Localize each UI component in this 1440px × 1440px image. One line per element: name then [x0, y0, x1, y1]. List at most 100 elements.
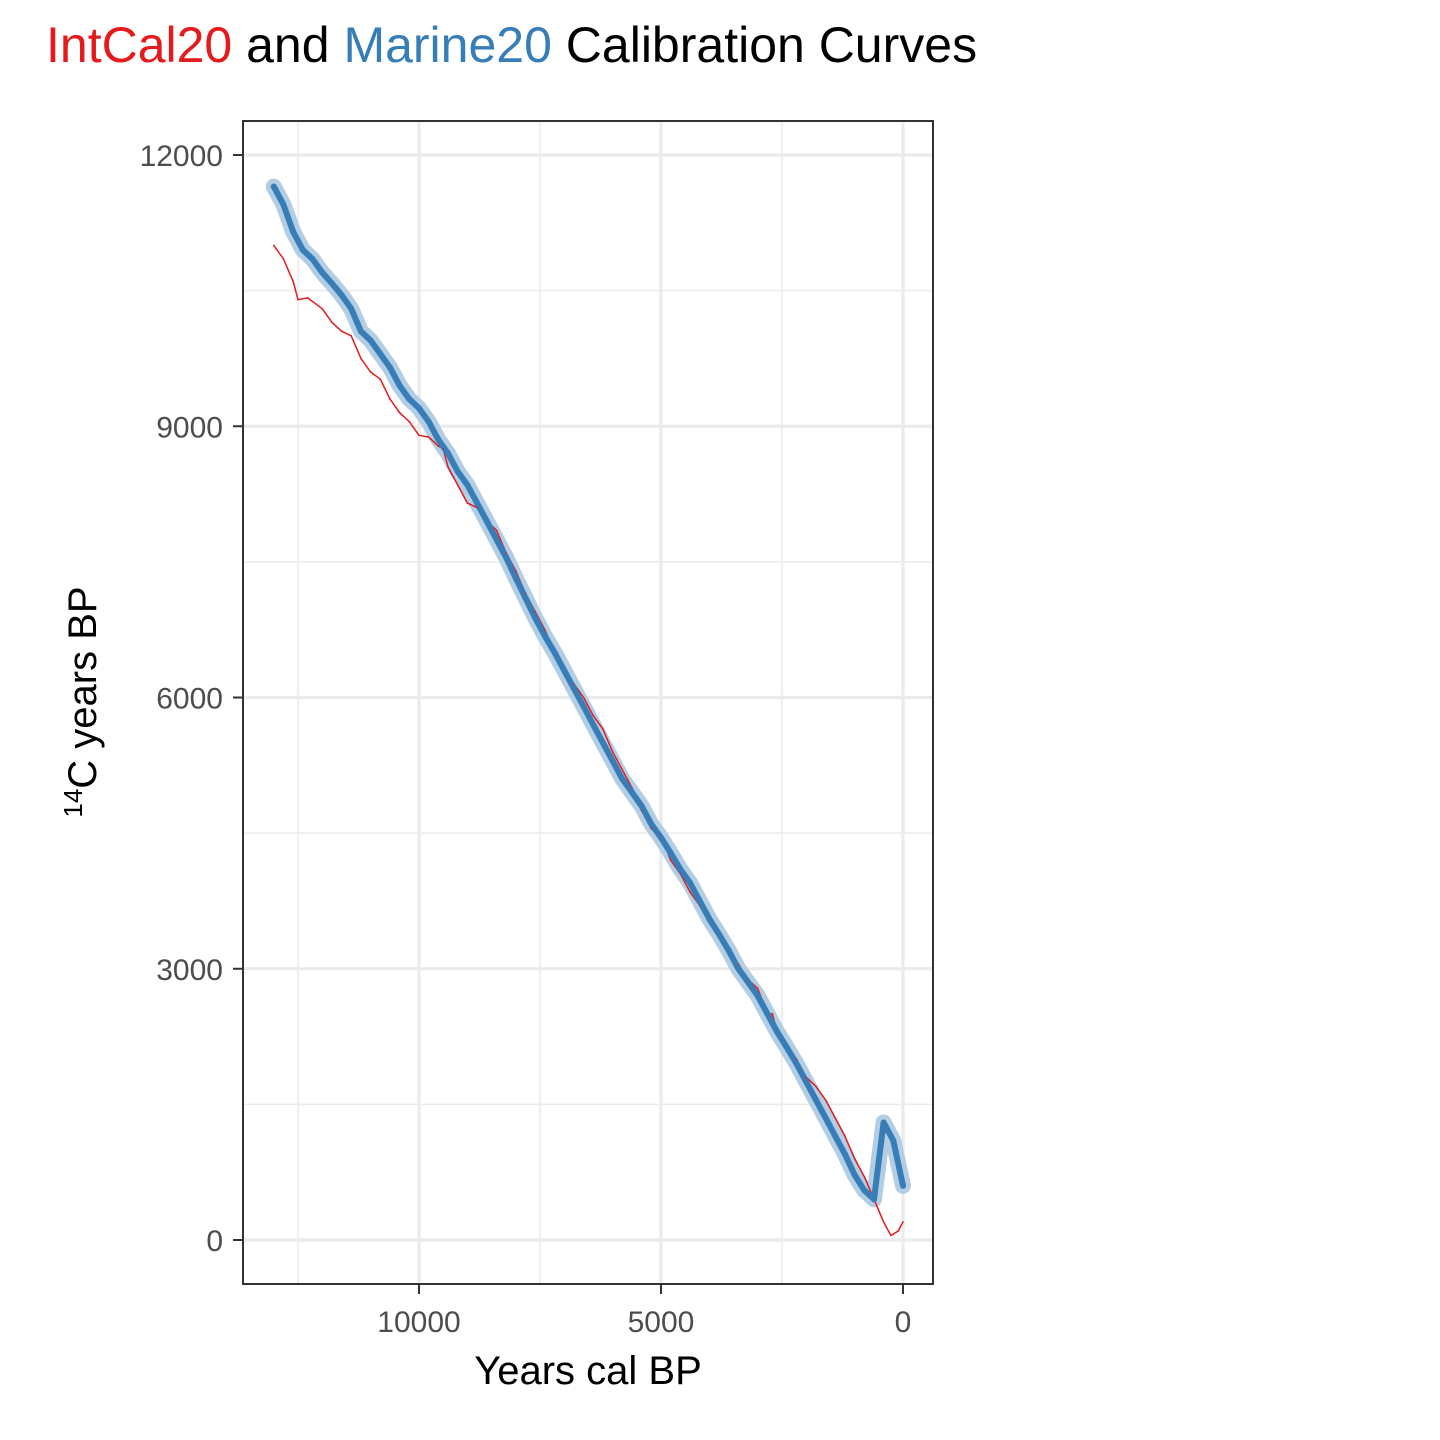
intcal20-point — [306, 297, 309, 299]
intcal20-point — [698, 904, 701, 907]
intcal20-point — [408, 420, 411, 423]
intcal20-point — [515, 570, 517, 572]
intcal20-point — [771, 1013, 774, 1015]
intcal20-point — [447, 466, 449, 468]
marine20-point — [319, 269, 326, 276]
y-axis-title-superscript: 14 — [58, 789, 88, 818]
marine20-point — [754, 992, 761, 999]
x-axis-tick-label: 10000 — [377, 1306, 460, 1339]
intcal20-point — [360, 357, 362, 360]
intcal20-point — [897, 1230, 899, 1232]
title-part-and: and — [232, 17, 344, 73]
marine20-point — [551, 649, 558, 656]
intcal20-point — [679, 873, 682, 875]
intcal20-point — [890, 1234, 892, 1237]
marine20-point — [658, 834, 664, 841]
marine20-point — [812, 1096, 819, 1103]
marine20-point — [648, 821, 655, 828]
marine20-point — [377, 350, 384, 357]
marine20-point — [532, 614, 539, 621]
intcal20-point — [805, 1076, 807, 1079]
intcal20-point — [505, 552, 507, 554]
intcal20-point — [524, 592, 527, 595]
plot-panel-border — [242, 120, 934, 1285]
marine20-point — [299, 246, 306, 253]
marine20-point — [435, 436, 442, 443]
intcal20-point — [389, 398, 391, 400]
marine20-point — [522, 595, 529, 602]
intcal20-point — [427, 436, 430, 438]
title-part-intcal20: IntCal20 — [46, 17, 233, 73]
intcal20-point — [369, 371, 372, 373]
marine20-point — [783, 1044, 790, 1051]
intcal20-point — [902, 1221, 904, 1223]
intcal20-point — [273, 244, 275, 247]
marine20-point — [822, 1114, 829, 1121]
marine20-point — [890, 1137, 897, 1144]
marine20-point — [348, 305, 355, 312]
marine20-point — [841, 1151, 848, 1158]
intcal20-point — [466, 502, 469, 504]
marine20-point — [270, 183, 277, 190]
intcal20-point — [495, 529, 498, 532]
marine20-point — [512, 575, 519, 582]
x-axis-title: Years cal BP — [474, 1349, 702, 1393]
marine20-point — [425, 418, 432, 425]
marine20-point — [609, 757, 616, 764]
marine20-point — [803, 1078, 810, 1085]
intcal20-point — [757, 987, 759, 990]
marine20-point — [638, 803, 645, 809]
marine20-point — [696, 897, 703, 904]
intcal20-point — [282, 258, 285, 260]
y-axis-tick-label: 9000 — [156, 411, 223, 444]
marine20-point — [386, 364, 393, 371]
intcal20-point — [350, 335, 353, 337]
intcal20-point — [640, 809, 643, 812]
marine20-point — [541, 633, 548, 640]
intcal20-point — [297, 298, 299, 301]
marine20-point — [328, 280, 335, 287]
marine20-point — [570, 685, 577, 692]
intcal20-point — [321, 307, 324, 310]
marine20-point — [280, 201, 287, 208]
marine20-point — [745, 979, 752, 986]
y-axis-tick-label: 0 — [206, 1225, 223, 1258]
marine20-point — [706, 916, 713, 923]
intcal20-point — [418, 434, 420, 437]
marine20-point — [561, 667, 568, 674]
intcal20-point — [442, 448, 445, 450]
intcal20-point — [669, 859, 672, 862]
marine20-point — [793, 1060, 800, 1067]
data-series — [265, 178, 911, 1237]
intcal20-point — [621, 769, 624, 771]
marine20-point — [396, 382, 403, 389]
marine20-point — [338, 292, 345, 299]
intcal20-point — [824, 1099, 827, 1101]
marine20-point — [851, 1171, 858, 1178]
title-part-marine20: Marine20 — [343, 17, 552, 73]
intcal20-point — [650, 827, 653, 830]
intcal20-point — [592, 714, 595, 717]
marine20-point — [870, 1196, 877, 1203]
marine20-point — [580, 703, 587, 710]
intcal20-point — [737, 963, 740, 966]
intcal20-point — [844, 1135, 846, 1137]
marine20-point — [454, 468, 461, 475]
y-axis-tick-label: 6000 — [156, 683, 223, 716]
intcal20-point — [631, 787, 633, 789]
marine20-point — [483, 518, 490, 525]
x-axis-tick-label: 0 — [895, 1306, 912, 1339]
marine20-point — [619, 775, 626, 782]
intcal20-point — [379, 378, 382, 381]
marine20-point — [493, 536, 500, 543]
marine20-point — [445, 450, 452, 457]
intcal20-point — [853, 1157, 856, 1160]
intcal20-point — [340, 330, 343, 333]
marine20-point — [367, 337, 374, 344]
marine20-point — [900, 1182, 906, 1189]
x-axis-tick-label: 5000 — [628, 1306, 695, 1339]
marine20-point — [716, 931, 723, 938]
y-axis-tick-label: 3000 — [156, 954, 223, 987]
intcal20-point — [611, 750, 614, 753]
intcal20-point — [292, 280, 294, 283]
